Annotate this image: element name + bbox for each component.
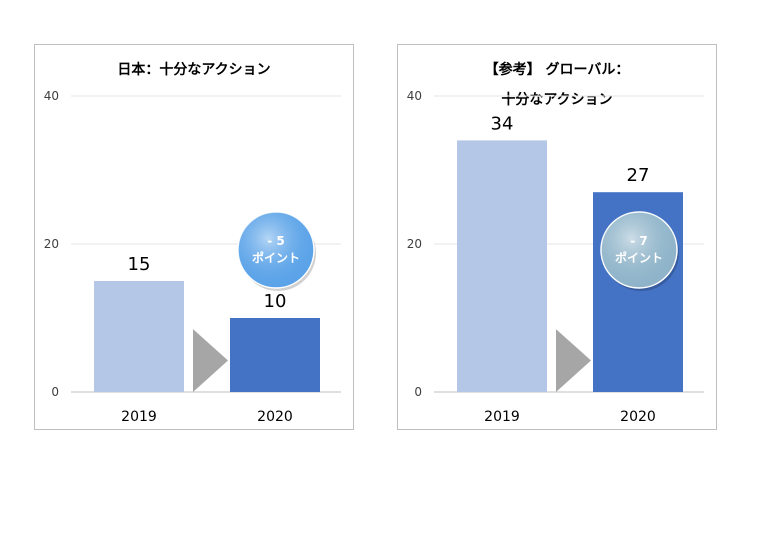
badge-value: - 7 xyxy=(630,234,648,248)
badge-unit: ポイント xyxy=(615,250,663,265)
chart-panel-japan: 日本：十分なアクション 0 20 40 15 2019 10 2020 - 5 ポイント xyxy=(34,44,354,430)
data-label: 10 xyxy=(264,291,287,312)
y-tick-label: 20 xyxy=(44,237,59,251)
category-label: 2020 xyxy=(620,409,656,425)
bar-2019 xyxy=(457,140,547,392)
bar-2020 xyxy=(230,318,320,392)
chart-title: 日本：十分なアクション xyxy=(117,62,271,78)
badge-unit: ポイント xyxy=(252,250,300,265)
data-label: 15 xyxy=(128,254,151,275)
y-tick-label: 40 xyxy=(407,89,422,103)
change-arrow xyxy=(556,329,591,392)
chart-panel-global: 【参考】 グローバル： 十分なアクション 0 20 40 34 2019 27 2020- … xyxy=(397,44,717,430)
bar-2019 xyxy=(94,281,184,392)
data-label: 27 xyxy=(627,165,650,186)
y-tick-label: 0 xyxy=(414,385,422,399)
chart-japan-svg: 0 20 40 15 2019 10 2020 - 5 ポイント xyxy=(44,89,341,425)
badge-value: - 5 xyxy=(267,234,285,248)
category-label: 2020 xyxy=(257,409,293,425)
chart-global-svg: 0 20 40 34 2019 27 2020 - 7 ポイント xyxy=(407,89,704,425)
chart-title-line-1: 【参考】 グローバル： xyxy=(484,62,630,78)
badge-highlight xyxy=(238,212,314,288)
y-tick-label: 40 xyxy=(44,89,59,103)
category-label: 2019 xyxy=(484,409,520,425)
category-label: 2019 xyxy=(121,409,157,425)
y-tick-label: 20 xyxy=(407,237,422,251)
data-label: 34 xyxy=(491,113,514,134)
change-arrow xyxy=(193,329,228,392)
badge-highlight xyxy=(601,212,677,288)
y-tick-label: 0 xyxy=(51,385,59,399)
